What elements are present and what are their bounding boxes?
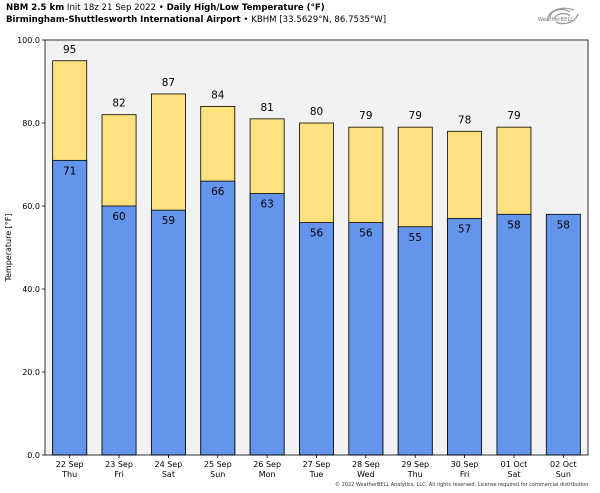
low-temp-bar [348, 222, 384, 456]
low-temp-bar [249, 193, 285, 456]
weatherbell-swirl-logo [547, 7, 579, 25]
x-tick-day: Thu [61, 470, 77, 479]
x-tick-date: 22 Sep [56, 460, 84, 469]
y-tick-label: 60.0 [22, 202, 40, 211]
y-tick-label: 40.0 [22, 285, 40, 294]
chart-title: Daily High/Low Temperature (°F) [166, 3, 325, 13]
x-tick-date: 02 Oct [550, 460, 577, 469]
x-tick-date: 01 Oct [501, 460, 528, 469]
high-temp-label: 80 [310, 106, 323, 118]
high-temp-label: 79 [409, 110, 422, 122]
low-temp-bar [200, 180, 236, 456]
low-temp-label: 56 [310, 228, 324, 240]
x-tick-date: 26 Sep [253, 460, 281, 469]
high-temp-label: 79 [507, 110, 520, 122]
station-name: Birmingham-Shuttlesworth International A… [6, 15, 241, 25]
y-tick-label: 0.0 [27, 451, 40, 460]
x-tick-day: Sun [210, 470, 225, 479]
low-temp-bar [52, 159, 88, 456]
model-name: NBM 2.5 km [6, 3, 65, 13]
high-temp-label: 95 [63, 44, 76, 56]
low-temp-label: 58 [507, 219, 520, 231]
low-temp-label: 56 [359, 228, 373, 240]
y-axis-title: Temperature [°F] [4, 213, 13, 282]
x-tick-date: 29 Sep [401, 460, 429, 469]
low-temp-label: 57 [458, 223, 471, 235]
x-tick-date: 28 Sep [352, 460, 380, 469]
low-temp-bar [447, 218, 483, 456]
low-temp-label: 60 [112, 211, 125, 223]
x-tick-day: Fri [114, 470, 124, 479]
low-temp-label: 71 [63, 165, 76, 177]
y-tick-label: 80.0 [22, 119, 40, 128]
low-temp-label: 58 [557, 219, 570, 231]
x-tick-date: 24 Sep [155, 460, 183, 469]
logo-text: WeatherBELL [538, 17, 574, 23]
copyright-notice: © 2022 WeatherBELL Analytics, LLC. All r… [335, 482, 590, 488]
y-tick-label: 20.0 [22, 368, 40, 377]
x-tick-date: 30 Sep [451, 460, 479, 469]
low-temp-bar [299, 222, 334, 456]
x-tick-date: 25 Sep [204, 460, 232, 469]
high-temp-label: 79 [359, 110, 372, 122]
x-tick-day: Mon [259, 470, 276, 479]
x-tick-day: Fri [460, 470, 470, 479]
x-tick-date: 23 Sep [105, 460, 133, 469]
header-separator: • [158, 3, 164, 13]
high-temp-label: 87 [162, 77, 175, 89]
low-temp-bar [101, 205, 137, 456]
high-temp-label: 84 [211, 89, 225, 101]
init-time: Init 18z 21 Sep 2022 [66, 3, 157, 13]
chart-header-line-1: NBM 2.5 km Init 18z 21 Sep 2022 • Daily … [6, 3, 325, 14]
header-separator: • [243, 15, 249, 25]
low-temp-bar [397, 226, 433, 456]
x-tick-day: Sat [162, 470, 175, 479]
low-temp-bar [150, 209, 186, 456]
x-tick-day: Sat [507, 470, 520, 479]
low-temp-bar [496, 213, 532, 456]
low-temp-bar [545, 213, 581, 456]
low-temp-label: 55 [409, 232, 422, 244]
low-temp-label: 66 [211, 186, 225, 198]
x-tick-day: Thu [407, 470, 423, 479]
x-tick-day: Sun [556, 470, 571, 479]
low-temp-label: 63 [260, 199, 273, 211]
station-coordinates: KBHM [33.5629°N, 86.7535°W] [251, 15, 387, 25]
y-tick-label: 100.0 [17, 36, 40, 45]
low-temp-label: 59 [162, 215, 175, 227]
x-tick-day: Tue [309, 470, 324, 479]
chart-header-line-2: Birmingham-Shuttlesworth International A… [6, 15, 386, 26]
high-temp-label: 82 [112, 98, 125, 110]
x-tick-day: Wed [357, 470, 374, 479]
x-tick-date: 27 Sep [303, 460, 331, 469]
high-temp-label: 81 [260, 102, 273, 114]
high-temp-label: 78 [458, 114, 471, 126]
